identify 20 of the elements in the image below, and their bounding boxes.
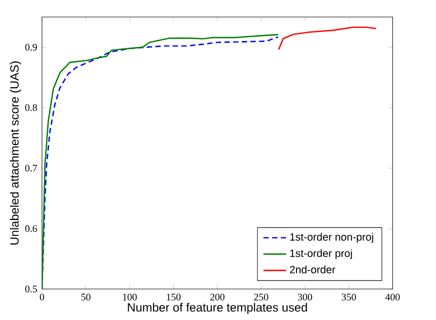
x-tick-label: 150 xyxy=(166,294,181,300)
legend-label: 1st-order proj xyxy=(290,249,352,260)
x-tick-label: 300 xyxy=(298,294,312,300)
x-tick-label: 250 xyxy=(254,294,268,300)
y-tick-label: 0.7 xyxy=(25,164,38,172)
y-axis-title: Unlabeled attachment score (UAS) xyxy=(10,61,22,244)
x-tick-label: 350 xyxy=(342,294,356,300)
legend-label: 1st-order non-proj xyxy=(290,232,374,243)
y-tick-label: 0.5 xyxy=(25,286,37,292)
x-tick-label: 0 xyxy=(40,294,44,300)
legend-label: 2nd-order xyxy=(290,266,336,274)
y-tick-label: 0.6 xyxy=(25,225,38,232)
line-series xyxy=(278,26,377,50)
y-tick-label: 0.9 xyxy=(25,44,37,51)
x-tick-label: 100 xyxy=(123,294,137,300)
x-axis-title: Number of feature templates used xyxy=(128,302,307,314)
x-tick-label: 50 xyxy=(81,294,90,300)
x-tick-label: 400 xyxy=(385,294,400,300)
y-tick-label: 0.8 xyxy=(25,104,37,112)
x-tick-label: 200 xyxy=(210,294,224,300)
